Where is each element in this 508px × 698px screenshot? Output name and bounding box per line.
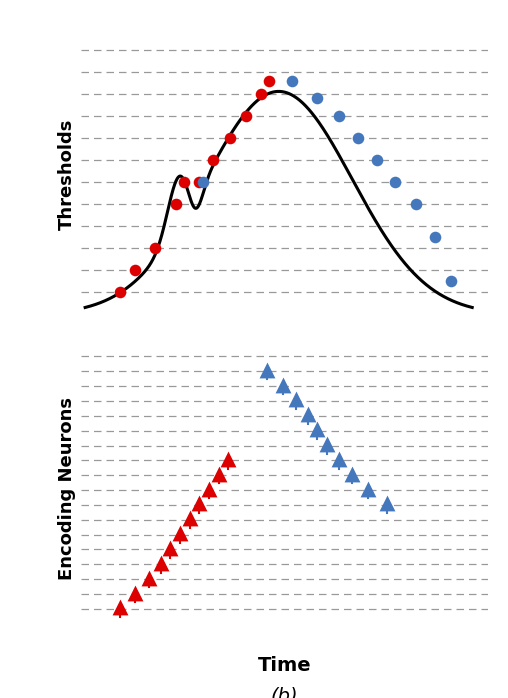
Point (431, 232, 439, 243)
Point (132, 587, 140, 598)
Point (145, 572, 153, 584)
Point (156, 557, 165, 568)
Point (335, 110, 343, 121)
Text: (b): (b) (271, 687, 298, 698)
Point (323, 438, 331, 450)
Point (354, 133, 362, 144)
Point (199, 177, 207, 188)
Point (116, 602, 124, 613)
Point (166, 542, 174, 554)
Point (209, 154, 217, 165)
Point (313, 424, 322, 435)
Point (180, 177, 188, 188)
Point (364, 483, 372, 494)
Point (172, 199, 180, 210)
Y-axis label: Thresholds: Thresholds (58, 119, 76, 230)
Point (195, 498, 203, 509)
Point (447, 276, 455, 287)
Point (242, 110, 250, 121)
Point (288, 75, 296, 87)
Text: (a): (a) (271, 353, 298, 372)
Point (176, 528, 184, 539)
Point (313, 93, 322, 104)
Point (383, 498, 391, 509)
Point (391, 177, 399, 188)
Point (257, 89, 265, 100)
Point (265, 75, 273, 87)
Point (151, 243, 159, 254)
Point (292, 394, 300, 405)
Point (185, 513, 194, 524)
Point (225, 453, 233, 464)
Point (348, 468, 356, 480)
Point (263, 364, 271, 376)
Point (214, 468, 223, 480)
Point (195, 177, 203, 188)
Y-axis label: Encoding Neurons: Encoding Neurons (58, 397, 76, 580)
Point (116, 287, 124, 298)
Point (226, 133, 234, 144)
Point (278, 379, 287, 390)
Point (335, 453, 343, 464)
Point (304, 409, 312, 420)
Text: Time: Time (258, 656, 311, 675)
Point (373, 154, 382, 165)
Point (132, 265, 140, 276)
Point (412, 199, 420, 210)
Point (205, 483, 213, 494)
